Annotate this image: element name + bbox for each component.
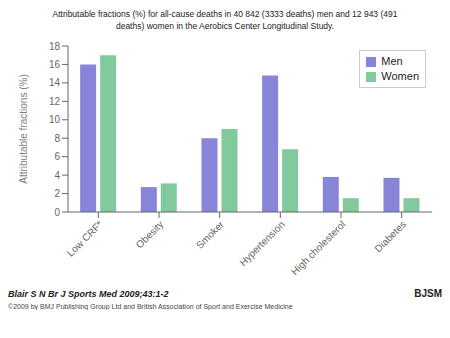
svg-text:16: 16 [49,59,61,70]
svg-text:18: 18 [49,41,61,52]
html-text:Men: Men [381,55,403,67]
svg-text:High cholesterol: High cholesterol [289,219,347,277]
svg-text:12: 12 [49,96,61,107]
html-text:Attributable fractions (%) for: Attributable fractions (%) for all-cause… [52,9,398,19]
html-text:Blair S N Br J Sports Med 2009: Blair S N Br J Sports Med 2009;43:1-2 [8,288,169,299]
svg-text:Attributable fractions (%): Attributable fractions (%) [18,74,29,184]
svg-text:Hypertension: Hypertension [237,219,286,268]
svg-text:6: 6 [54,151,60,162]
html-text:deaths) women in the Aerobics: deaths) women in the Aerobics Center Lon… [115,21,335,31]
svg-text:Low CRF*: Low CRF* [65,219,105,259]
svg-text:Smoker: Smoker [194,218,227,251]
svg-text:4: 4 [54,170,60,181]
svg-text:14: 14 [49,77,61,88]
svg-text:2: 2 [54,188,60,199]
html-text:BJSM: BJSM [414,288,442,299]
html-text:Women: Women [381,70,419,82]
svg-text:0: 0 [54,207,60,218]
html-text:©2009 by BMJ Publishing Group: ©2009 by BMJ Publishing Group Ltd and Br… [8,303,293,310]
svg-text:10: 10 [49,114,61,125]
svg-text:Diabetes: Diabetes [372,219,408,255]
svg-text:8: 8 [54,133,60,144]
svg-text:Obesity: Obesity [134,219,166,251]
